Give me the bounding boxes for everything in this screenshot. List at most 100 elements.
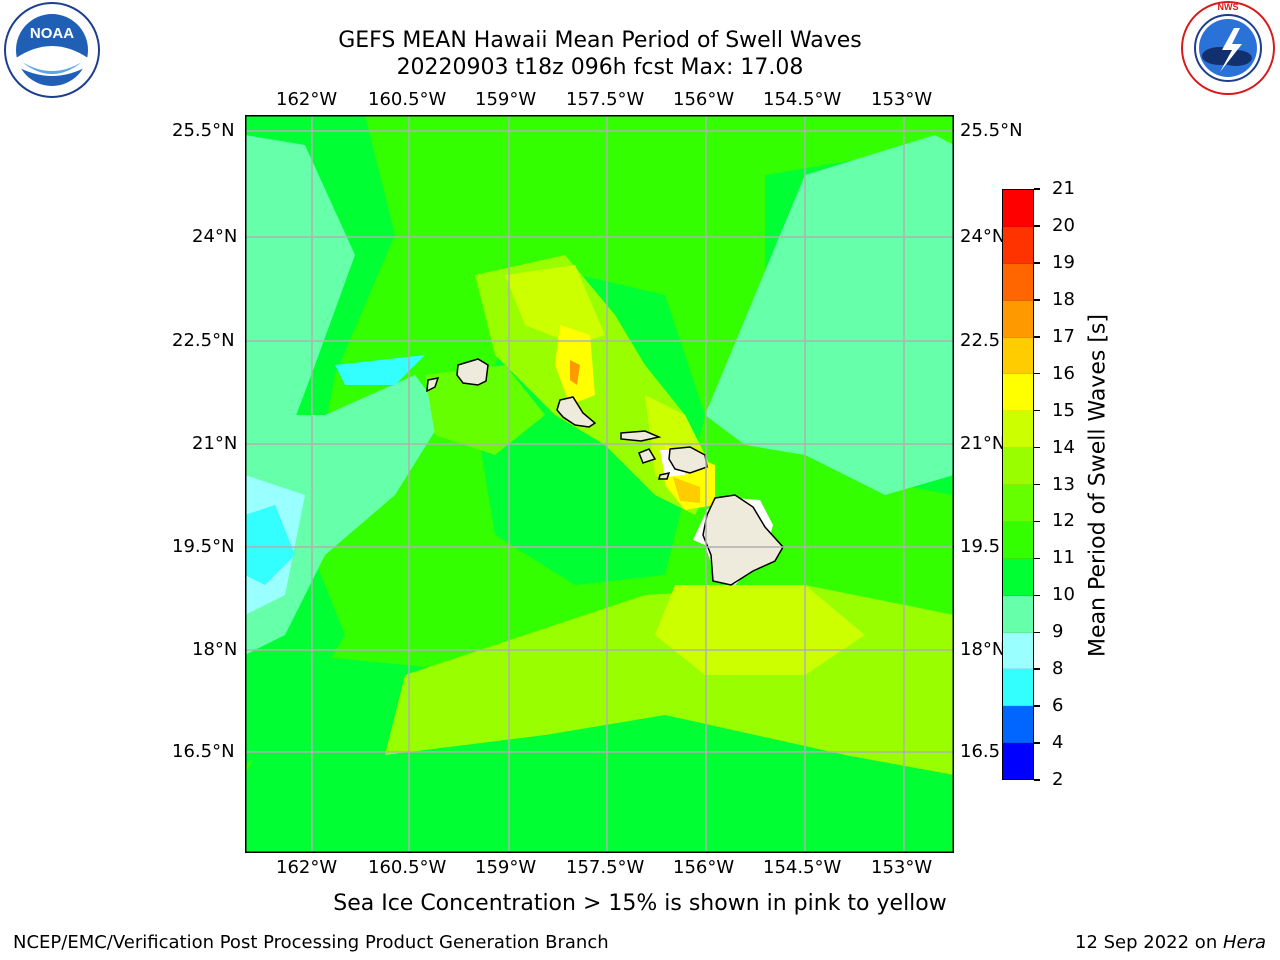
lon-label-bottom: 156°W bbox=[673, 857, 735, 878]
field-region bbox=[245, 505, 295, 585]
colorbar-tick-label: 14 bbox=[1052, 436, 1075, 458]
island-molokai bbox=[620, 430, 662, 442]
map-panel bbox=[245, 115, 954, 853]
colorbar-segment bbox=[1003, 411, 1033, 449]
nws-logo: NWS bbox=[1176, 0, 1280, 100]
colorbar-segment bbox=[1003, 669, 1033, 707]
lon-label-top: 156°W bbox=[673, 89, 735, 110]
lon-label-bottom: 160.5°W bbox=[368, 857, 447, 878]
colorbar-segment bbox=[1003, 485, 1033, 522]
field-region bbox=[705, 135, 954, 495]
colorbar-segment bbox=[1003, 263, 1033, 301]
colorbar-segment bbox=[1003, 448, 1033, 485]
sea-ice-caption: Sea Ice Concentration > 15% is shown in … bbox=[333, 891, 947, 916]
colorbar-segment bbox=[1003, 190, 1033, 227]
colorbar-ticks: 21 20 19 18 17 16 15 14 13 12 11 10 9 8 6 4 2 bbox=[1034, 179, 1094, 790]
lon-label-top: 160.5°W bbox=[368, 89, 447, 110]
colorbar-tick-mark bbox=[1034, 188, 1040, 190]
colorbar-tick-mark bbox=[1034, 705, 1040, 707]
colorbar-segment bbox=[1003, 595, 1033, 633]
colorbar-tick-mark bbox=[1034, 446, 1040, 449]
lat-label-left: 21°N bbox=[192, 433, 238, 454]
colorbar-tick-label: 9 bbox=[1052, 621, 1064, 643]
map-frame bbox=[245, 115, 954, 853]
footer-branch: NCEP/EMC/Verification Post Processing Pr… bbox=[13, 932, 609, 953]
colorbar-tick-mark bbox=[1034, 336, 1040, 338]
island-maui bbox=[668, 446, 708, 474]
colorbar-tick-label: 11 bbox=[1052, 547, 1075, 569]
colorbar-tick-mark bbox=[1034, 779, 1040, 781]
colorbar-tick-mark bbox=[1034, 225, 1040, 227]
lat-label-right: 24°N bbox=[960, 226, 1006, 247]
land-masses bbox=[426, 358, 784, 586]
noaa-logo: NOAA bbox=[0, 0, 104, 100]
colorbar-tick-label: 18 bbox=[1052, 288, 1075, 310]
island-lanai bbox=[638, 448, 657, 464]
colorbar bbox=[1002, 189, 1034, 780]
field-region bbox=[425, 365, 545, 455]
colorbar-segment bbox=[1003, 521, 1033, 559]
field-region bbox=[245, 135, 355, 475]
colorbar-segment bbox=[1003, 300, 1033, 338]
colorbar-tick-label: 6 bbox=[1052, 695, 1064, 717]
island-kauai bbox=[456, 358, 489, 386]
colorbar-tick-label: 2 bbox=[1052, 769, 1064, 790]
island-oahu bbox=[556, 396, 597, 428]
colorbar-segment bbox=[1003, 632, 1033, 670]
colorbar-label: Mean Period of Swell Waves [s] bbox=[1085, 314, 1111, 657]
lon-label-bottom: 154.5°W bbox=[763, 857, 842, 878]
colorbar-segment bbox=[1003, 706, 1033, 744]
island-kahoolawe bbox=[658, 471, 671, 480]
lat-label-left: 18°N bbox=[192, 639, 238, 660]
lat-label-right: 22.5 bbox=[960, 330, 1001, 351]
lon-label-top: 154.5°W bbox=[763, 89, 842, 110]
colorbar-tick-label: 16 bbox=[1052, 362, 1075, 384]
lat-label-right: 19.5 bbox=[960, 536, 1001, 557]
field-region bbox=[655, 585, 865, 675]
colorbar-tick-label: 10 bbox=[1052, 584, 1075, 606]
island-niihau bbox=[426, 377, 440, 393]
lon-label-bottom: 162°W bbox=[276, 857, 338, 878]
colorbar-tick-label: 20 bbox=[1052, 214, 1075, 236]
lon-label-top: 159°W bbox=[475, 89, 537, 110]
colorbar-tick-mark bbox=[1034, 372, 1040, 375]
lat-label-left: 19.5°N bbox=[172, 536, 235, 557]
footer-machine: Hera bbox=[1222, 932, 1266, 953]
colorbar-tick-label: 12 bbox=[1052, 510, 1075, 532]
lat-label-right: 25.5°N bbox=[960, 120, 1023, 141]
lon-label-bottom: 159°W bbox=[475, 857, 537, 878]
colorbar-tick-mark bbox=[1034, 594, 1040, 597]
field-region bbox=[505, 265, 605, 345]
svg-text:NWS: NWS bbox=[1218, 2, 1239, 12]
lat-label-right: 18°N bbox=[960, 639, 1006, 660]
field-region bbox=[245, 375, 445, 655]
colorbar-tick-mark bbox=[1034, 262, 1040, 264]
colorbar-segment bbox=[1003, 337, 1033, 375]
svg-text:NOAA: NOAA bbox=[30, 25, 74, 42]
island-hawaii bbox=[702, 494, 784, 586]
colorbar-segment bbox=[1003, 743, 1033, 779]
lon-label-bottom: 157.5°W bbox=[566, 857, 645, 878]
colorbar-tick-mark bbox=[1034, 557, 1040, 560]
colorbar-tick-mark bbox=[1034, 299, 1040, 301]
lon-label-top: 153°W bbox=[871, 89, 933, 110]
colorbar-tick-mark bbox=[1034, 668, 1040, 670]
colorbar-tick-label: 13 bbox=[1052, 473, 1075, 495]
field-region bbox=[335, 355, 425, 385]
colorbar-tick-label: 15 bbox=[1052, 399, 1075, 421]
lat-label-left: 22.5°N bbox=[172, 330, 235, 351]
colorbar-segment bbox=[1003, 226, 1033, 264]
footer-date-text: 12 Sep 2022 on bbox=[1075, 932, 1223, 953]
colorbar-tick-mark bbox=[1034, 631, 1040, 633]
colorbar-tick-mark bbox=[1034, 520, 1040, 523]
colorbar-segments bbox=[1003, 190, 1033, 779]
graticule bbox=[245, 115, 954, 853]
colorbar-tick-label: 4 bbox=[1052, 732, 1064, 754]
footer-date: 12 Sep 2022 on Hera bbox=[1075, 932, 1266, 953]
colorbar-tick-mark bbox=[1034, 483, 1040, 486]
colorbar-segment bbox=[1003, 374, 1033, 412]
chart-title-line1: GEFS MEAN Hawaii Mean Period of Swell Wa… bbox=[338, 28, 862, 53]
lon-label-top: 157.5°W bbox=[566, 89, 645, 110]
lat-label-left: 25.5°N bbox=[172, 120, 235, 141]
colorbar-tick-label: 19 bbox=[1052, 251, 1075, 273]
